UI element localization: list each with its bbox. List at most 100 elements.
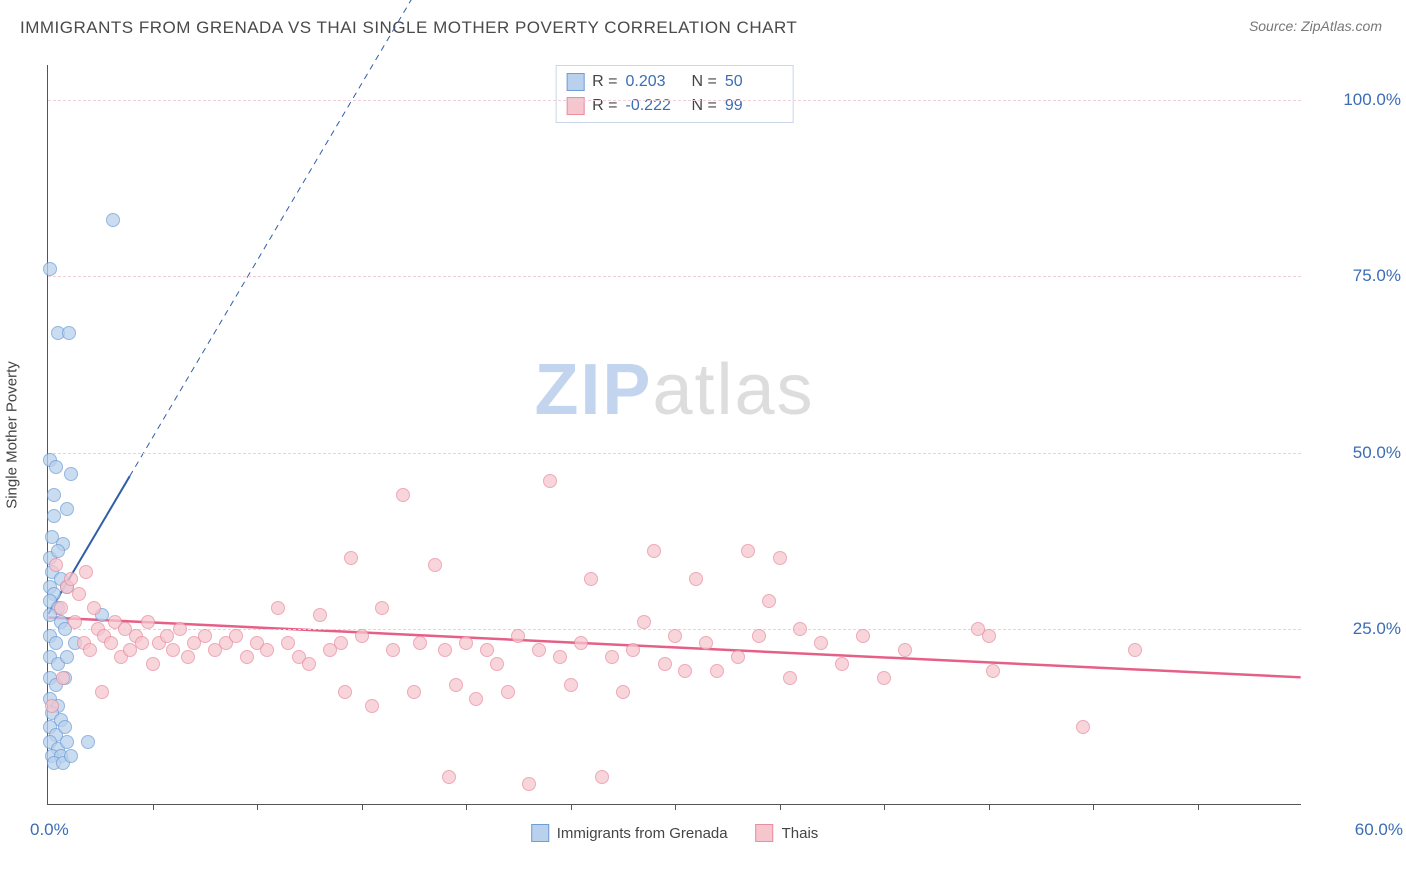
data-point — [338, 685, 352, 699]
series-legend-label: Thais — [782, 825, 819, 842]
watermark: ZIPatlas — [534, 349, 814, 431]
data-point — [260, 643, 274, 657]
data-point — [49, 460, 63, 474]
x-tick — [780, 804, 781, 810]
data-point — [43, 262, 57, 276]
data-point — [678, 664, 692, 678]
data-point — [229, 629, 243, 643]
data-point — [141, 615, 155, 629]
data-point — [68, 615, 82, 629]
legend-swatch — [531, 824, 549, 842]
data-point — [564, 678, 578, 692]
x-tick — [1198, 804, 1199, 810]
data-point — [135, 636, 149, 650]
data-point — [281, 636, 295, 650]
data-point — [595, 770, 609, 784]
data-point — [375, 601, 389, 615]
data-point — [543, 474, 557, 488]
data-point — [64, 467, 78, 481]
data-point — [49, 636, 63, 650]
data-point — [49, 558, 63, 572]
scatter-plot-area: ZIPatlas Single Mother Poverty R =0.203N… — [47, 65, 1301, 805]
data-point — [553, 650, 567, 664]
data-point — [616, 685, 630, 699]
x-tick — [571, 804, 572, 810]
legend-r-label: R = — [592, 94, 617, 118]
data-point — [72, 587, 86, 601]
data-point — [626, 643, 640, 657]
chart-header: IMMIGRANTS FROM GRENADA VS THAI SINGLE M… — [0, 0, 1406, 46]
data-point — [480, 643, 494, 657]
data-point — [637, 615, 651, 629]
data-point — [47, 509, 61, 523]
data-point — [689, 572, 703, 586]
data-point — [428, 558, 442, 572]
data-point — [699, 636, 713, 650]
x-tick — [884, 804, 885, 810]
data-point — [407, 685, 421, 699]
data-point — [752, 629, 766, 643]
data-point — [240, 650, 254, 664]
data-point — [668, 629, 682, 643]
data-point — [413, 636, 427, 650]
x-tick — [675, 804, 676, 810]
data-point — [166, 643, 180, 657]
y-tick-label: 75.0% — [1311, 266, 1401, 286]
data-point — [313, 608, 327, 622]
data-point — [783, 671, 797, 685]
data-point — [835, 657, 849, 671]
data-point — [45, 699, 59, 713]
data-point — [856, 629, 870, 643]
y-axis-title: Single Mother Poverty — [4, 361, 21, 509]
data-point — [605, 650, 619, 664]
source-attribution: Source: ZipAtlas.com — [1249, 18, 1382, 34]
data-point — [104, 636, 118, 650]
data-point — [522, 777, 536, 791]
legend-row: R =0.203N =50 — [566, 70, 783, 94]
data-point — [773, 551, 787, 565]
data-point — [79, 565, 93, 579]
data-point — [58, 720, 72, 734]
data-point — [146, 657, 160, 671]
data-point — [83, 643, 97, 657]
data-point — [181, 650, 195, 664]
series-legend-item: Thais — [756, 824, 819, 842]
data-point — [355, 629, 369, 643]
data-point — [302, 657, 316, 671]
data-point — [87, 601, 101, 615]
data-point — [459, 636, 473, 650]
data-point — [81, 735, 95, 749]
series-legend: Immigrants from Grenada Thais — [531, 824, 819, 842]
source-name: ZipAtlas.com — [1301, 18, 1382, 34]
trend-lines-layer — [48, 65, 1301, 804]
series-legend-item: Immigrants from Grenada — [531, 824, 728, 842]
legend-r-value: -0.222 — [626, 94, 684, 118]
data-point — [898, 643, 912, 657]
data-point — [584, 572, 598, 586]
data-point — [986, 664, 1000, 678]
x-tick — [466, 804, 467, 810]
legend-n-value: 50 — [725, 70, 783, 94]
data-point — [198, 629, 212, 643]
source-prefix: Source: — [1249, 18, 1301, 34]
data-point — [741, 544, 755, 558]
watermark-atlas: atlas — [652, 350, 814, 430]
legend-n-value: 99 — [725, 94, 783, 118]
data-point — [334, 636, 348, 650]
legend-row: R =-0.222N =99 — [566, 94, 783, 118]
x-tick — [153, 804, 154, 810]
x-tick — [989, 804, 990, 810]
data-point — [344, 551, 358, 565]
data-point — [64, 572, 78, 586]
data-point — [56, 671, 70, 685]
data-point — [396, 488, 410, 502]
x-axis-start-label: 0.0% — [30, 820, 69, 840]
data-point — [731, 650, 745, 664]
data-point — [60, 650, 74, 664]
legend-n-label: N = — [692, 70, 717, 94]
data-point — [762, 594, 776, 608]
data-point — [710, 664, 724, 678]
data-point — [1128, 643, 1142, 657]
legend-swatch — [566, 73, 584, 91]
x-tick — [362, 804, 363, 810]
